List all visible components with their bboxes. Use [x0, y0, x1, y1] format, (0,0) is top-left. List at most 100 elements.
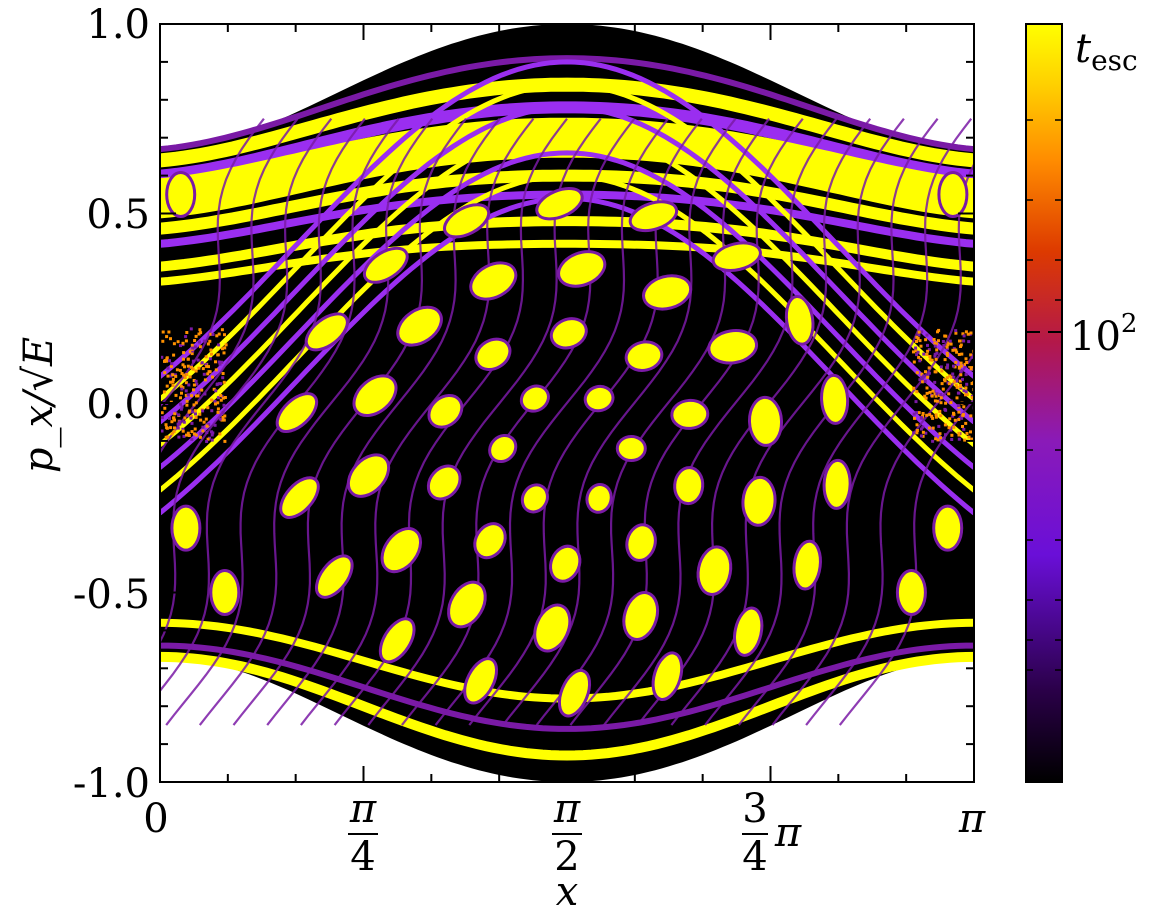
- chaotic-point: [934, 399, 937, 402]
- chaotic-point: [175, 394, 178, 397]
- chaotic-point: [944, 358, 947, 361]
- chaotic-point: [177, 436, 180, 439]
- chaotic-point: [965, 373, 968, 376]
- chaotic-point: [191, 347, 194, 350]
- chaotic-point: [223, 346, 226, 349]
- chaotic-point: [171, 373, 174, 376]
- chaotic-point: [957, 411, 960, 414]
- chaotic-point: [934, 437, 937, 440]
- chaotic-point: [219, 382, 222, 385]
- chaotic-point: [958, 340, 961, 343]
- chaotic-point: [215, 334, 218, 337]
- chaotic-point: [188, 410, 191, 413]
- chaotic-point: [180, 392, 183, 395]
- edge-island: [939, 173, 967, 217]
- chaotic-point: [960, 417, 963, 420]
- resonance-island: [673, 467, 704, 505]
- chaotic-point: [195, 434, 198, 437]
- chaotic-point: [957, 404, 960, 407]
- chaotic-point: [952, 376, 955, 379]
- chaotic-point: [915, 340, 918, 343]
- chaotic-point: [217, 343, 220, 346]
- chaotic-point: [933, 381, 936, 384]
- chaotic-point: [166, 385, 169, 388]
- chaotic-point: [943, 436, 946, 439]
- chaotic-point: [950, 343, 953, 346]
- chaotic-point: [189, 375, 192, 378]
- chaotic-point: [942, 340, 945, 343]
- chaotic-point: [916, 371, 919, 374]
- chaotic-point: [926, 376, 929, 379]
- chaotic-point: [165, 423, 168, 426]
- chaotic-point: [912, 387, 915, 390]
- chaotic-point: [919, 339, 922, 342]
- chaotic-point: [197, 394, 200, 397]
- chaotic-point: [203, 340, 206, 343]
- chaotic-point: [914, 347, 917, 350]
- chaotic-point: [208, 370, 211, 373]
- chaotic-point: [209, 357, 212, 360]
- chaotic-point: [168, 359, 171, 362]
- chaotic-point: [954, 332, 957, 335]
- chaotic-point: [969, 414, 972, 417]
- chaotic-point: [161, 340, 164, 343]
- chaotic-point: [190, 327, 193, 330]
- chaotic-point: [198, 413, 201, 416]
- chaotic-point: [921, 380, 924, 383]
- colorbar-tick-label: 102: [1070, 309, 1137, 360]
- svg-text:π: π: [349, 786, 377, 832]
- chaotic-point: [920, 434, 923, 437]
- chaotic-point: [952, 365, 955, 368]
- chaotic-point: [176, 368, 179, 371]
- chaotic-point: [191, 352, 194, 355]
- chaotic-point: [223, 440, 226, 443]
- chaotic-point: [215, 368, 218, 371]
- chaotic-point: [205, 365, 208, 368]
- chaotic-point: [930, 415, 933, 418]
- x-tick-label-pi: π: [958, 796, 986, 842]
- chaotic-point: [961, 425, 964, 428]
- chaotic-point: [173, 426, 176, 429]
- chaotic-point: [169, 337, 172, 340]
- chaotic-point: [174, 375, 177, 378]
- chaotic-point: [937, 329, 940, 332]
- chaotic-point: [199, 432, 202, 435]
- chaotic-point: [223, 415, 226, 418]
- chaotic-point: [186, 414, 189, 417]
- chaotic-point: [177, 423, 180, 426]
- chaotic-point: [219, 394, 222, 397]
- chaotic-point: [208, 340, 211, 343]
- chaotic-point: [223, 351, 226, 354]
- chaotic-point: [962, 405, 965, 408]
- chaotic-point: [944, 423, 947, 426]
- chaotic-point: [948, 426, 951, 429]
- chaotic-point: [959, 373, 962, 376]
- chaotic-point: [954, 329, 957, 332]
- chaotic-point: [938, 410, 941, 413]
- chaotic-point: [202, 367, 205, 370]
- chaotic-point: [921, 426, 924, 429]
- chaotic-point: [190, 417, 193, 420]
- chaotic-point: [952, 413, 955, 416]
- chaotic-point: [172, 417, 175, 420]
- chaotic-point: [959, 385, 962, 388]
- chaotic-point: [942, 388, 945, 391]
- chaotic-point: [946, 364, 949, 367]
- chaotic-point: [203, 373, 206, 376]
- chaotic-point: [214, 400, 217, 403]
- chaotic-point: [920, 417, 923, 420]
- chaotic-point: [177, 340, 180, 343]
- chaotic-point: [170, 365, 173, 368]
- chaotic-point: [946, 376, 949, 379]
- chaotic-point: [187, 358, 190, 361]
- chaotic-point: [214, 389, 217, 392]
- y-tick-label-0: 0.0: [86, 382, 150, 428]
- chaotic-point: [192, 388, 195, 391]
- chaotic-point: [942, 344, 945, 347]
- edge-island: [934, 506, 962, 550]
- chaotic-point: [194, 345, 197, 348]
- chaotic-point: [958, 438, 961, 441]
- chaotic-point: [165, 436, 168, 439]
- chaotic-point: [185, 389, 188, 392]
- chaotic-point: [201, 409, 204, 412]
